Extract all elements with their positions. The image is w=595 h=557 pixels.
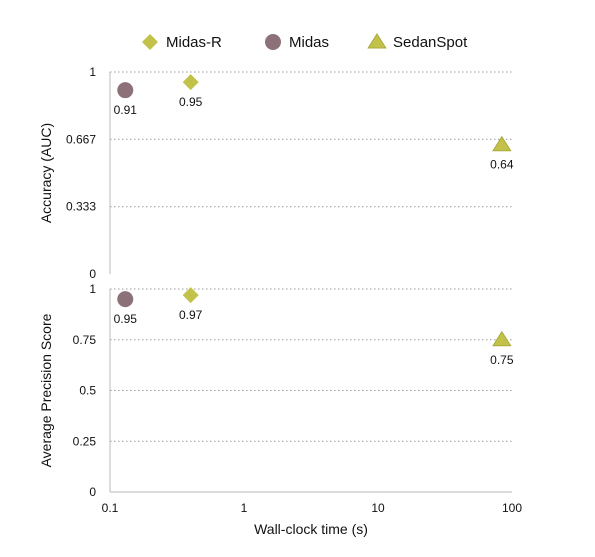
point-midas-r (182, 287, 199, 304)
y-tick-label: 0.5 (79, 384, 96, 398)
y-axis-title: Average Precision Score (38, 313, 54, 467)
legend-label-sedanspot: SedanSpot (393, 34, 468, 51)
x-tick-label: 1 (241, 501, 248, 515)
data-label-midas-r: 0.97 (179, 308, 203, 322)
x-axis: 0.1 1 10 100 (102, 491, 522, 515)
x-tick-label: 0.1 (102, 501, 119, 515)
data-label-sedanspot: 0.64 (490, 158, 514, 172)
y-tick-label: 0.333 (66, 200, 96, 214)
data-label-midas: 0.95 (114, 312, 138, 326)
data-label-sedanspot: 0.75 (490, 353, 514, 367)
point-sedanspot (492, 330, 512, 347)
legend-label-midas: Midas (289, 34, 329, 51)
point-midas (117, 291, 134, 308)
y-tick-label: 0 (89, 267, 96, 281)
accuracy-panel: 0 0.333 0.667 1 Accuracy (AUC) 0.91 0.95 0.64 (38, 65, 514, 281)
y-tick-label: 0.25 (73, 434, 97, 448)
legend: Midas-R Midas SedanSpot (142, 33, 468, 51)
legend-marker-midas-r (142, 34, 158, 50)
y-axis-title: Accuracy (AUC) (38, 123, 54, 223)
precision-panel: 0 0.25 0.5 0.75 1 Average Precision Score 0.95… (38, 282, 514, 499)
point-sedanspot (492, 135, 512, 152)
y-tick-label: 1 (89, 65, 96, 79)
point-midas-r (182, 74, 199, 91)
point-midas (117, 82, 134, 99)
y-tick-label: 1 (89, 282, 96, 296)
x-axis-title: Wall-clock time (s) (254, 521, 368, 537)
data-label-midas-r: 0.95 (179, 95, 203, 109)
y-tick-label: 0.75 (73, 333, 97, 347)
legend-marker-sedanspot (367, 33, 387, 49)
legend-label-midas-r: Midas-R (166, 34, 222, 51)
data-label-midas: 0.91 (114, 103, 138, 117)
y-tick-label: 0 (89, 485, 96, 499)
legend-marker-midas (265, 34, 281, 50)
x-tick-label: 10 (371, 501, 385, 515)
y-tick-label: 0.667 (66, 132, 96, 146)
x-tick-label: 100 (502, 501, 522, 515)
